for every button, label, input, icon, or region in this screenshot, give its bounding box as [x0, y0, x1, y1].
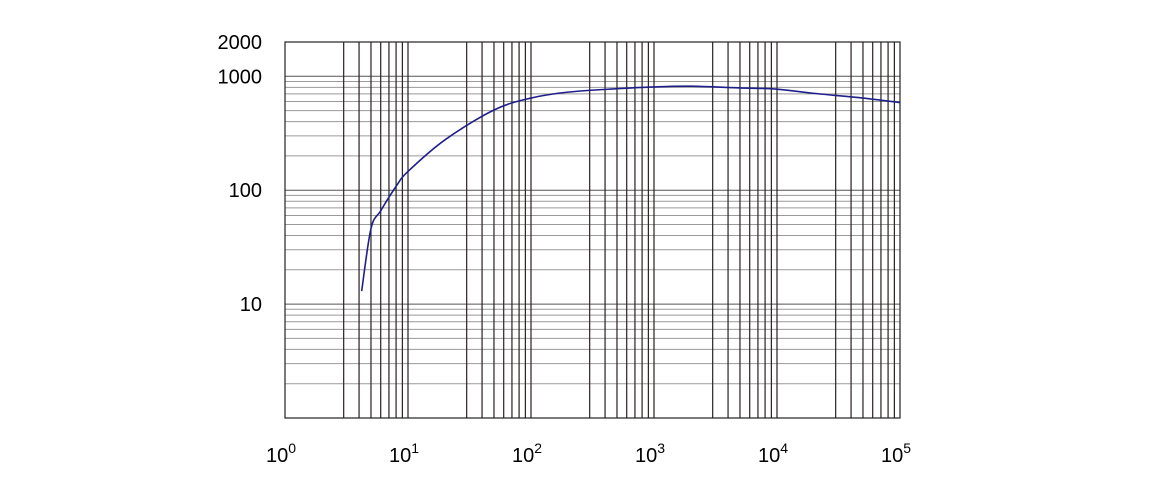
- x-tick-label: 102: [512, 440, 542, 467]
- y-tick-label: 10: [240, 294, 262, 316]
- y-tick-label: 100: [229, 180, 262, 202]
- x-tick-label: 105: [881, 440, 911, 467]
- plot-frame: [284, 41, 901, 419]
- x-tick-label: 104: [758, 440, 788, 467]
- x-tick-label: 100: [266, 440, 296, 467]
- x-tick-label: 101: [389, 440, 419, 467]
- x-tick-label: 103: [635, 440, 665, 467]
- y-tick-label: 2000: [218, 32, 263, 54]
- y-tick-label: 1000: [218, 66, 263, 88]
- series-line-0: [360, 85, 901, 292]
